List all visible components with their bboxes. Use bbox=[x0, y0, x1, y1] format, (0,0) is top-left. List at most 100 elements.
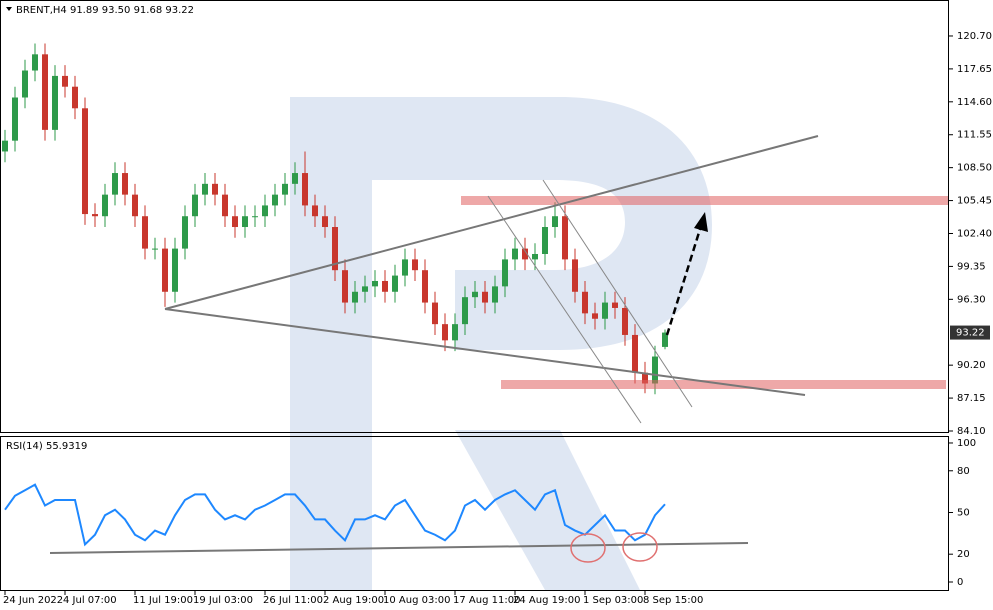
y-tick-label: 111.55 bbox=[957, 130, 992, 141]
rsi-line bbox=[4, 483, 666, 547]
candle-body bbox=[192, 194, 198, 217]
resistance-zone bbox=[461, 196, 948, 205]
channel-line bbox=[542, 179, 693, 408]
y-tick-label: 120.70 bbox=[957, 31, 992, 42]
candle-body bbox=[22, 70, 28, 98]
trend-line bbox=[164, 308, 806, 396]
candle-body bbox=[632, 334, 638, 373]
candle-body bbox=[582, 291, 588, 314]
candle-body bbox=[92, 214, 98, 217]
candle-body bbox=[202, 183, 208, 195]
y-tick-label: 102.40 bbox=[957, 228, 992, 239]
candle-body bbox=[512, 248, 518, 260]
x-tick-label: 17 Aug 11:00 bbox=[453, 595, 520, 606]
candle-body bbox=[402, 259, 408, 276]
y-tick-label: 20 bbox=[957, 549, 970, 560]
candle-body bbox=[532, 253, 538, 260]
y-tick-label: 0 bbox=[957, 577, 963, 588]
x-tick-label: 4 Jul 07:00 bbox=[63, 595, 117, 606]
candle-body bbox=[282, 183, 288, 195]
candle-body bbox=[562, 216, 568, 260]
candle-body bbox=[472, 291, 478, 298]
candle-body bbox=[12, 97, 18, 141]
candle-body bbox=[302, 173, 308, 206]
arrow-head bbox=[694, 212, 708, 232]
candle-body bbox=[522, 248, 528, 260]
candle-body bbox=[422, 270, 428, 303]
y-tick-label: 100 bbox=[957, 438, 976, 449]
candle-body bbox=[42, 54, 48, 130]
candle-body bbox=[392, 275, 398, 292]
last-price-label: 93.22 bbox=[956, 328, 985, 339]
candle-body bbox=[72, 86, 78, 109]
candle-body bbox=[592, 313, 598, 319]
rsi-trend-line bbox=[49, 542, 749, 554]
x-tick-label: 11 Jul 19:00 bbox=[133, 595, 193, 606]
candle-body bbox=[382, 280, 388, 292]
y-tick-label: 87.15 bbox=[957, 393, 986, 404]
candle-body bbox=[222, 194, 228, 217]
x-tick-label: 8 Sep 15:00 bbox=[643, 595, 703, 606]
forecast-arrow bbox=[665, 225, 703, 336]
candle-body bbox=[112, 173, 118, 195]
candle-body bbox=[272, 194, 278, 206]
candle-body bbox=[262, 205, 268, 217]
candle-body bbox=[182, 216, 188, 249]
candle-body bbox=[412, 259, 418, 271]
watermark bbox=[290, 97, 712, 590]
x-tick-label: 26 Jul 11:00 bbox=[263, 595, 323, 606]
y-tick-label: 108.50 bbox=[957, 163, 992, 174]
candle-body bbox=[122, 173, 128, 195]
candle-body bbox=[482, 291, 488, 303]
y-tick-label: 96.30 bbox=[957, 294, 986, 305]
candle-body bbox=[312, 205, 318, 217]
candle-body bbox=[212, 183, 218, 195]
candle-body bbox=[152, 248, 158, 250]
y-tick-label: 99.35 bbox=[957, 261, 986, 272]
candle-body bbox=[362, 286, 368, 292]
candle-body bbox=[662, 332, 668, 347]
chart-title: BRENT,H4 91.89 93.50 91.68 93.22 bbox=[16, 5, 194, 16]
candle-body bbox=[432, 302, 438, 325]
candle-body bbox=[132, 194, 138, 217]
y-tick-label: 90.20 bbox=[957, 360, 986, 371]
trend-line bbox=[164, 135, 819, 310]
marks bbox=[2, 43, 668, 547]
candle-body bbox=[612, 302, 618, 308]
x-tick-label: 19 Jul 03:00 bbox=[193, 595, 253, 606]
candle-body bbox=[332, 227, 338, 271]
candle-body bbox=[142, 216, 148, 249]
candle-body bbox=[172, 248, 178, 292]
candle-body bbox=[602, 302, 608, 319]
candle-body bbox=[232, 216, 238, 228]
candle-body bbox=[2, 140, 8, 152]
x-tick-label: 1 Sep 03:00 bbox=[583, 595, 643, 606]
candle-body bbox=[32, 54, 38, 71]
rsi-title: RSI(14) 55.9319 bbox=[6, 441, 87, 452]
candle-body bbox=[102, 194, 108, 217]
rsi-frame bbox=[0, 436, 949, 591]
candle-body bbox=[572, 259, 578, 292]
candle-body bbox=[242, 216, 248, 228]
y-tick-label: 50 bbox=[957, 507, 970, 518]
last-price-box bbox=[950, 325, 990, 340]
candle-body bbox=[452, 324, 458, 341]
candle-body bbox=[52, 75, 58, 130]
candle-body bbox=[542, 227, 548, 254]
candle-body bbox=[82, 108, 88, 215]
candle-body bbox=[462, 297, 468, 325]
candle-body bbox=[162, 248, 168, 292]
candle-body bbox=[352, 291, 358, 303]
x-tick-label: 2 Aug 19:00 bbox=[323, 595, 384, 606]
candle-body bbox=[62, 75, 68, 87]
candle-body bbox=[652, 356, 658, 384]
candle-body bbox=[502, 259, 508, 287]
candle-body bbox=[622, 307, 628, 335]
y-tick-label: 105.45 bbox=[957, 196, 992, 207]
menu-arrow bbox=[6, 7, 12, 11]
candle-body bbox=[292, 173, 298, 184]
price-frame bbox=[0, 0, 949, 433]
channel-line bbox=[487, 195, 642, 424]
candle-body bbox=[372, 280, 378, 287]
